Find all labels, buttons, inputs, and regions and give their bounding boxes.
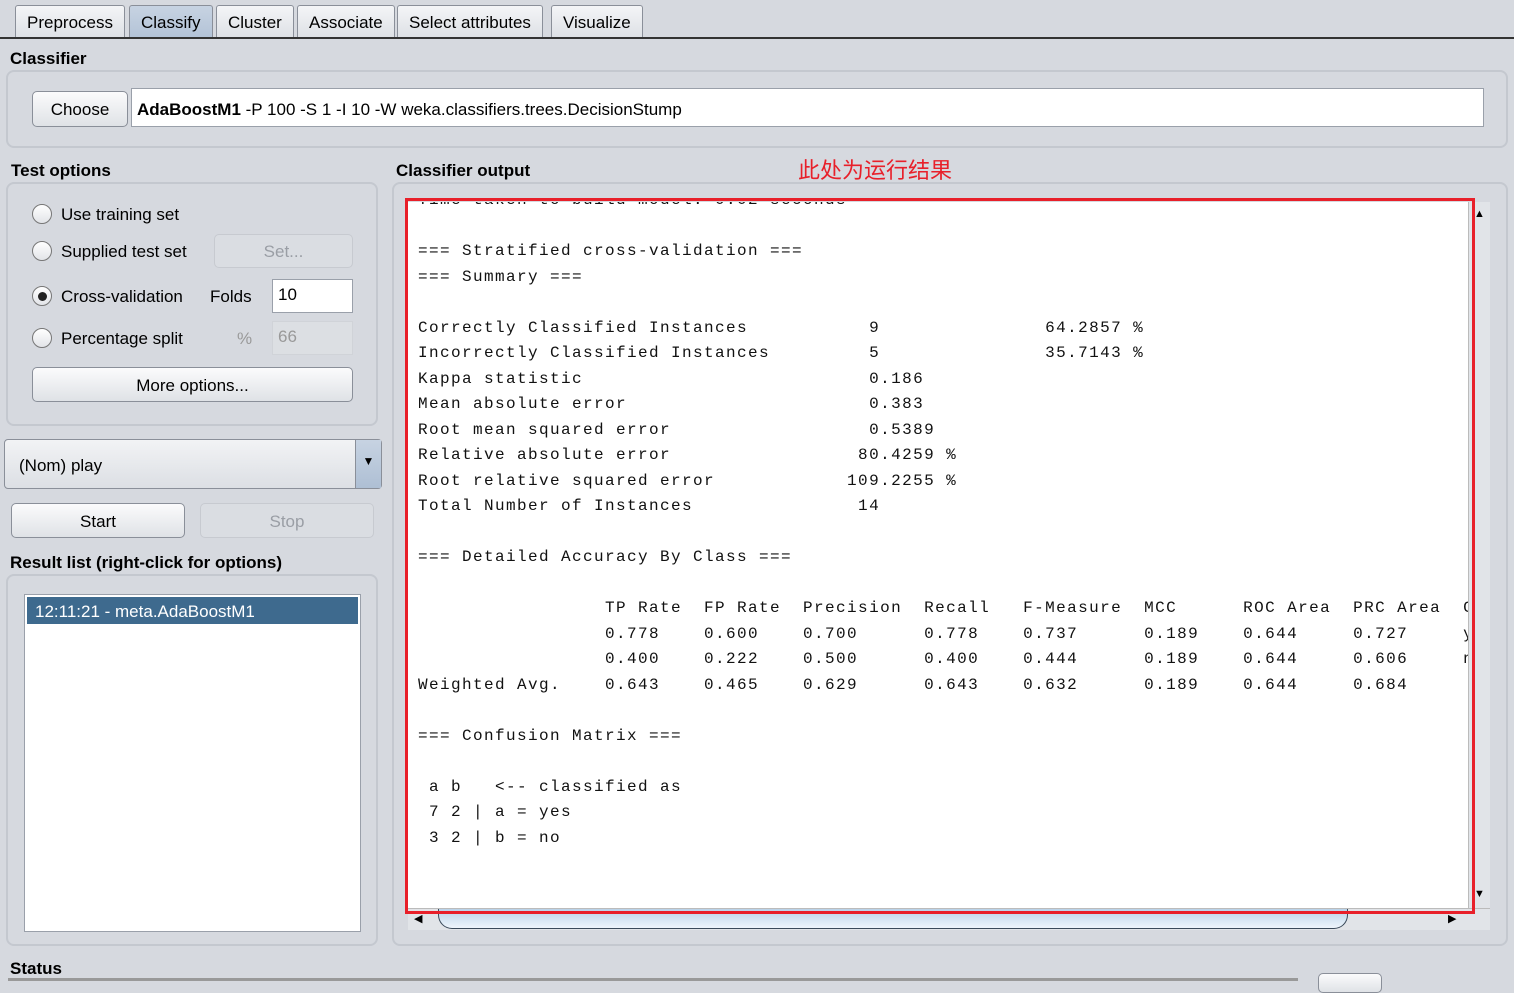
supplied-test-set-label: Supplied test set xyxy=(61,242,187,261)
output-lines: Time taken to build model: 0.02 seconds =… xyxy=(418,202,1468,851)
tab-visualize[interactable]: Visualize xyxy=(551,5,643,38)
cross-validation-label: Cross-validation xyxy=(61,287,183,306)
percent-sign: % xyxy=(237,329,253,348)
output-line: Mean absolute error 0.383 xyxy=(418,395,925,413)
start-button[interactable]: Start xyxy=(11,503,185,538)
folds-input[interactable]: 10 xyxy=(272,279,353,313)
classifier-name: AdaBoostM1 xyxy=(137,100,241,119)
output-line: 3 2 | b = no xyxy=(418,828,562,847)
output-line: === Stratified cross-validation === xyxy=(418,242,804,260)
more-options-button[interactable]: More options... xyxy=(32,367,353,402)
percentage-input[interactable]: 66 xyxy=(272,321,353,355)
output-line: 0.400 0.222 0.500 0.400 0.444 0.189 0.64… xyxy=(418,650,1468,668)
scroll-down-icon[interactable]: ▼ xyxy=(1474,888,1485,900)
folds-label: Folds xyxy=(210,287,252,306)
result-list-label: Result list (right-click for options) xyxy=(10,553,283,572)
classifier-output-text[interactable]: Time taken to build model: 0.02 seconds =… xyxy=(408,202,1468,908)
test-options-label: Test options xyxy=(11,161,111,180)
output-line: a b <-- classified as xyxy=(418,777,683,796)
annotation-text: 此处为运行结果 xyxy=(798,158,953,183)
chevron-down-icon[interactable]: ▼ xyxy=(355,440,381,488)
output-line: Incorrectly Classified Instances 5 35.71… xyxy=(418,344,1145,362)
choose-button[interactable]: Choose xyxy=(32,91,128,127)
output-line: Weighted Avg. 0.643 0.465 0.629 0.643 0.… xyxy=(418,675,1409,694)
supplied-test-set-radio[interactable] xyxy=(32,241,52,261)
result-list[interactable]: 12:11:21 - meta.AdaBoostM1 xyxy=(24,594,361,932)
output-line: 7 2 | a = yes xyxy=(418,803,573,821)
classifier-config-field[interactable]: AdaBoostM1 -P 100 -S 1 -I 10 -W weka.cla… xyxy=(131,88,1484,127)
output-line: Correctly Classified Instances 9 64.2857… xyxy=(418,318,1145,337)
log-button[interactable] xyxy=(1318,973,1382,993)
class-attribute-value: (Nom) play xyxy=(19,456,103,475)
tab-preprocess[interactable]: Preprocess xyxy=(15,5,125,38)
tab-cluster[interactable]: Cluster xyxy=(216,5,294,38)
scroll-right-icon[interactable]: ▶ xyxy=(1448,913,1457,925)
percentage-split-label: Percentage split xyxy=(61,329,183,348)
output-line: === Confusion Matrix === xyxy=(418,726,683,745)
output-line: Relative absolute error 80.4259 % xyxy=(418,446,958,464)
annotation-red-box xyxy=(405,198,1475,914)
output-line: Kappa statistic 0.186 xyxy=(418,369,925,388)
stop-button[interactable]: Stop xyxy=(200,503,374,538)
use-training-set-label: Use training set xyxy=(61,205,180,224)
output-line: Total Number of Instances 14 xyxy=(418,497,881,515)
output-line: Root relative squared error 109.2255 % xyxy=(418,471,958,490)
use-training-set-radio[interactable] xyxy=(32,204,52,224)
status-label: Status xyxy=(10,959,62,978)
classifier-label: Classifier xyxy=(10,49,87,68)
tab-select-attributes[interactable]: Select attributes xyxy=(397,5,543,38)
output-line: === Summary === xyxy=(418,267,584,286)
classifier-output-label: Classifier output xyxy=(396,161,531,180)
result-list-item[interactable]: 12:11:21 - meta.AdaBoostM1 xyxy=(27,597,358,624)
status-bar xyxy=(8,978,1298,981)
scroll-up-icon[interactable]: ▲ xyxy=(1474,208,1485,220)
tab-divider xyxy=(0,37,1514,39)
output-line: Time taken to build model: 0.02 seconds xyxy=(418,202,1468,214)
output-line: Root mean squared error 0.5389 xyxy=(418,420,936,439)
output-line: === Detailed Accuracy By Class === xyxy=(418,548,793,566)
percentage-split-radio[interactable] xyxy=(32,328,52,348)
classifier-options: -P 100 -S 1 -I 10 -W weka.classifiers.tr… xyxy=(240,100,682,119)
output-line: 0.778 0.600 0.700 0.778 0.737 0.189 0.64… xyxy=(418,624,1468,643)
set-button[interactable]: Set... xyxy=(214,234,353,268)
scroll-left-icon[interactable]: ◀ xyxy=(414,913,423,925)
cross-validation-radio[interactable] xyxy=(32,286,52,306)
output-line: TP Rate FP Rate Precision Recall F-Measu… xyxy=(418,599,1468,617)
tab-classify[interactable]: Classify xyxy=(129,5,213,38)
class-attribute-select[interactable]: (Nom) play ▼ xyxy=(4,439,382,489)
tab-associate[interactable]: Associate xyxy=(297,5,395,38)
